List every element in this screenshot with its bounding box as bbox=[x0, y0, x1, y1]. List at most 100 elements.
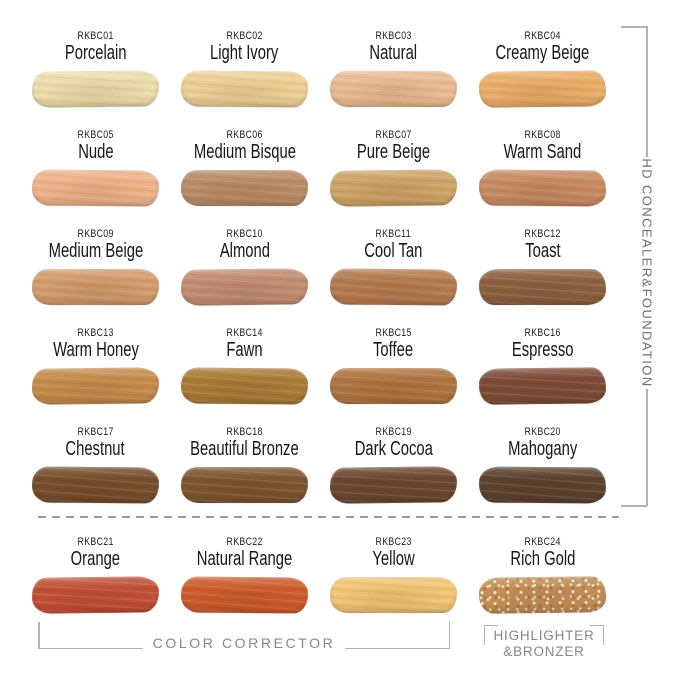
swatch-cell: RKBC02 Light Ivory bbox=[170, 26, 319, 125]
swatch-cell: RKBC04 Creamy Beige bbox=[468, 26, 617, 125]
bracket-left-corner bbox=[484, 625, 498, 645]
shade-name: Natural bbox=[369, 42, 418, 64]
shade-name: Mahogany bbox=[507, 438, 578, 460]
shade-code: RKBC08 bbox=[524, 129, 561, 141]
swatch-smear bbox=[478, 466, 607, 504]
shade-name: Pure Beige bbox=[356, 141, 431, 163]
swatch-smear bbox=[31, 576, 160, 614]
bracket-right-tick bbox=[448, 622, 450, 649]
swatch-cell: RKBC18 Beautiful Bronze bbox=[170, 422, 319, 521]
swatch-cell: RKBC13 Warm Honey bbox=[21, 323, 170, 422]
swatch-smear bbox=[478, 169, 607, 207]
group-label-highlighter-bronzer: HIGHLIGHTER &BRONZER bbox=[484, 625, 604, 660]
shade-name: Light Ivory bbox=[210, 42, 279, 64]
right-bracket-top-tick bbox=[621, 26, 647, 28]
swatch-cell: RKBC03 Natural bbox=[319, 26, 468, 125]
bracket-right-corner bbox=[590, 625, 604, 645]
swatch-cell: RKBC24 Rich Gold bbox=[468, 532, 617, 636]
shade-name: Fawn bbox=[226, 339, 263, 361]
swatch-smear bbox=[180, 367, 309, 405]
bracket-left-tick bbox=[38, 622, 40, 649]
shade-code: RKBC16 bbox=[524, 327, 561, 339]
group-label-line2: &BRONZER bbox=[503, 644, 585, 659]
swatch-cell: RKBC09 Medium Beige bbox=[21, 224, 170, 323]
swatch-smear bbox=[478, 576, 607, 614]
swatch-smear bbox=[31, 169, 160, 207]
swatch-smear bbox=[329, 268, 458, 306]
shade-name: Almond bbox=[219, 240, 270, 262]
swatch-smear bbox=[180, 576, 309, 614]
swatch-cell: RKBC05 Nude bbox=[21, 125, 170, 224]
swatch-cell: RKBC15 Toffee bbox=[319, 323, 468, 422]
swatch-cell: RKBC21 Orange bbox=[21, 532, 170, 636]
shade-code: RKBC22 bbox=[226, 536, 263, 548]
swatch-smear bbox=[180, 70, 309, 108]
shade-code: RKBC03 bbox=[375, 30, 412, 42]
group-label-line1: HIGHLIGHTER bbox=[493, 628, 595, 643]
shade-name: Warm Honey bbox=[52, 339, 139, 361]
swatch-smear bbox=[181, 170, 308, 206]
shade-code: RKBC10 bbox=[226, 228, 263, 240]
shade-code: RKBC20 bbox=[524, 426, 561, 438]
shade-name: Natural Range bbox=[196, 548, 293, 570]
swatch-cell: RKBC10 Almond bbox=[170, 224, 319, 323]
swatch-smear bbox=[478, 70, 607, 108]
swatch-smear bbox=[181, 467, 308, 503]
group-label-hd-concealer-foundation: HD CONCEALER&FOUNDATION bbox=[639, 158, 655, 388]
swatch-smear bbox=[329, 466, 458, 504]
swatch-smear bbox=[479, 269, 606, 305]
shade-code: RKBC14 bbox=[226, 327, 263, 339]
swatch-cell: RKBC22 Natural Range bbox=[170, 532, 319, 636]
shade-code: RKBC01 bbox=[77, 30, 114, 42]
shade-code: RKBC06 bbox=[226, 129, 263, 141]
swatch-cell: RKBC16 Espresso bbox=[468, 323, 617, 422]
swatch-smear bbox=[31, 367, 160, 405]
shade-code: RKBC18 bbox=[226, 426, 263, 438]
shade-name: Dark Cocoa bbox=[354, 438, 433, 460]
group-label-color-corrector: COLOR CORRECTOR bbox=[152, 635, 336, 651]
shade-code: RKBC12 bbox=[524, 228, 561, 240]
shade-code: RKBC23 bbox=[375, 536, 412, 548]
highlighter-bronzer-bracket: HIGHLIGHTER &BRONZER bbox=[484, 625, 604, 660]
swatch-cell: RKBC17 Chestnut bbox=[21, 422, 170, 521]
shade-code: RKBC15 bbox=[375, 327, 412, 339]
right-bracket-line-bottom bbox=[646, 389, 648, 506]
shade-name: Porcelain bbox=[64, 42, 127, 64]
color-corrector-bracket: COLOR CORRECTOR bbox=[38, 622, 450, 651]
swatch-cell: RKBC19 Dark Cocoa bbox=[319, 422, 468, 521]
swatch-cell: RKBC23 Yellow bbox=[319, 532, 468, 636]
shade-name: Warm Sand bbox=[503, 141, 582, 163]
shade-name: Medium Beige bbox=[48, 240, 143, 262]
swatch-smear bbox=[31, 466, 160, 504]
shade-name: Toast bbox=[524, 240, 561, 262]
shade-code: RKBC09 bbox=[77, 228, 114, 240]
swatch-smear bbox=[329, 169, 458, 207]
shade-code: RKBC07 bbox=[375, 129, 412, 141]
swatch-smear bbox=[330, 577, 457, 613]
shade-name: Beautiful Bronze bbox=[190, 438, 299, 460]
shade-name: Nude bbox=[77, 141, 114, 163]
shade-name: Rich Gold bbox=[510, 548, 575, 570]
swatch-cell: RKBC06 Medium Bisque bbox=[170, 125, 319, 224]
right-bracket-line-top bbox=[646, 26, 648, 157]
swatch-smear bbox=[180, 268, 309, 306]
swatch-cell: RKBC01 Porcelain bbox=[21, 26, 170, 125]
dashed-divider bbox=[38, 516, 619, 518]
swatch-cell: RKBC07 Pure Beige bbox=[319, 125, 468, 224]
bracket-line bbox=[39, 647, 143, 649]
shade-name: Cool Tan bbox=[364, 240, 423, 262]
shade-name: Espresso bbox=[511, 339, 574, 361]
right-bracket-bottom-tick bbox=[621, 505, 647, 507]
shade-code: RKBC13 bbox=[77, 327, 114, 339]
swatch-cell: RKBC12 Toast bbox=[468, 224, 617, 323]
shade-code: RKBC24 bbox=[524, 536, 561, 548]
shade-code: RKBC04 bbox=[524, 30, 561, 42]
swatch-cell: RKBC14 Fawn bbox=[170, 323, 319, 422]
shade-name: Creamy Beige bbox=[495, 42, 590, 64]
corrector-highlighter-grid: RKBC21 Orange RKBC22 Natural Range RKBC2… bbox=[21, 532, 617, 636]
shade-code: RKBC05 bbox=[77, 129, 114, 141]
shade-name: Yellow bbox=[372, 548, 415, 570]
swatch-smear bbox=[330, 368, 457, 404]
shade-name: Orange bbox=[70, 548, 121, 570]
